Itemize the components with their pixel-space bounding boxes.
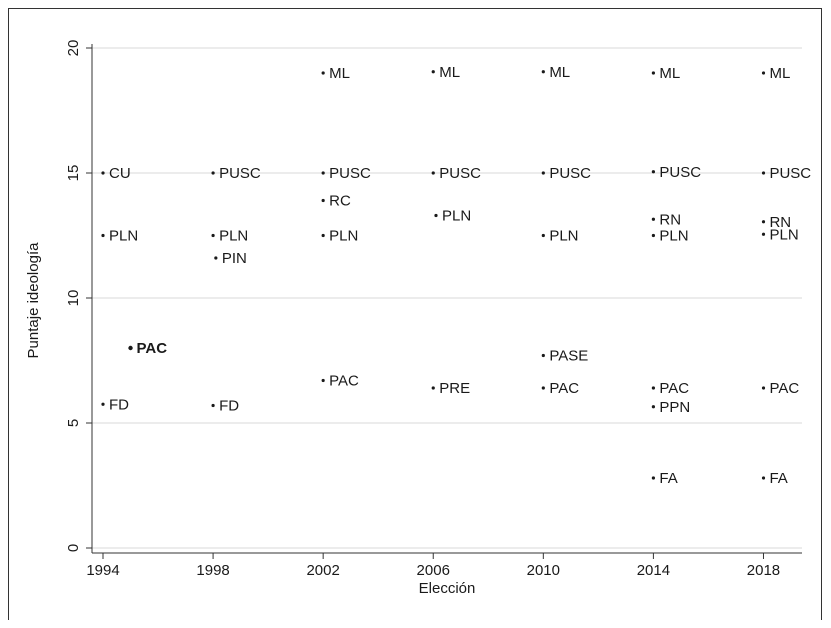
point-label-pln: PLN (329, 228, 358, 245)
point-label-pin: PIN (222, 250, 247, 267)
data-point-pac (651, 386, 655, 390)
data-point-fd (101, 402, 105, 406)
point-label-ml: ML (659, 65, 680, 82)
data-point-fd (211, 403, 215, 408)
y-tick-label: 5 (65, 419, 82, 427)
data-point-pln (101, 233, 105, 238)
data-point-pusc (541, 171, 545, 175)
data-point-pln (321, 233, 325, 238)
data-point-ml (761, 71, 766, 75)
data-point-pln (651, 233, 655, 238)
y-tick-label: 10 (65, 290, 82, 307)
point-label-ml: ML (549, 64, 570, 81)
data-point-rn (761, 220, 766, 224)
point-label-pac: PAC (769, 380, 799, 397)
data-point-ml (321, 71, 325, 75)
data-point-pusc (761, 171, 766, 175)
x-tick-label: 2006 (417, 562, 450, 579)
point-label-pln: PLN (549, 228, 578, 245)
point-label-pase: PASE (549, 348, 588, 365)
data-point-ml (541, 70, 545, 74)
point-label-pln: PLN (442, 208, 471, 225)
point-label-pln: PLN (109, 228, 138, 245)
point-label-pac: PAC (329, 373, 359, 390)
x-tick-label: 2002 (306, 562, 339, 579)
point-label-rn: RN (659, 211, 681, 228)
point-label-fd: FD (219, 398, 239, 415)
data-point-pusc (651, 170, 655, 174)
data-point-pln (761, 232, 766, 236)
data-point-ppn (651, 405, 655, 409)
data-point-rc (321, 198, 325, 203)
data-point-pln (541, 233, 545, 238)
data-point-pac (761, 386, 766, 390)
data-point-pln (434, 213, 438, 218)
point-label-fd: FD (109, 396, 129, 413)
point-label-pusc: PUSC (219, 165, 261, 182)
data-point-ml (431, 70, 435, 74)
x-axis-title: Elección (419, 580, 476, 597)
point-label-cu: CU (109, 165, 131, 182)
chart-frame: 0 5 10 15 20 1994 1998 2002 2006 2010 2014 2018 CU P… (8, 8, 822, 620)
data-point-pac (128, 345, 133, 351)
point-label-fa: FA (769, 470, 787, 487)
x-tick-label: 2014 (637, 562, 670, 579)
grid-layer (92, 47, 802, 549)
point-label-ml: ML (439, 64, 460, 81)
point-label-rn: RN (769, 214, 791, 231)
data-point-rn (651, 217, 655, 221)
data-point-pac (541, 386, 545, 390)
y-tick-label: 20 (65, 40, 82, 57)
y-tick-label: 0 (65, 544, 82, 552)
point-label-pre: PRE (439, 380, 470, 397)
x-tick-label: 1998 (196, 562, 229, 579)
point-label-ml: ML (329, 65, 350, 82)
data-point-fa (651, 476, 655, 480)
data-point-pusc (431, 171, 435, 175)
point-label-pusc: PUSC (439, 165, 481, 182)
point-label-pln: PLN (659, 228, 688, 245)
point-label-ml: ML (769, 65, 790, 82)
point-label-pln: PLN (219, 228, 248, 245)
x-tick-label: 2018 (747, 562, 780, 579)
point-label-ppn: PPN (659, 399, 690, 416)
point-label-pac: PAC (659, 380, 689, 397)
x-tick-label: 2010 (527, 562, 560, 579)
data-point-pusc (321, 171, 325, 175)
data-point-pin (214, 256, 218, 260)
point-label-pusc: PUSC (659, 164, 701, 181)
points-layer: CU PLN PAC FD PUSC PLN PIN FD ML PUSC RC PLN PAC ML PU… (101, 64, 811, 487)
point-label-pusc: PUSC (769, 165, 811, 182)
data-point-ml (651, 71, 655, 75)
point-label-pusc: PUSC (549, 165, 591, 182)
data-point-pac (321, 378, 325, 383)
data-point-pre (431, 386, 435, 390)
y-tick-label: 15 (65, 165, 82, 182)
point-label-pln: PLN (769, 226, 798, 243)
data-point-fa (761, 476, 766, 480)
data-point-pln (211, 233, 215, 238)
scatter-chart: 0 5 10 15 20 1994 1998 2002 2006 2010 2014 2018 CU P… (8, 8, 822, 620)
data-point-pusc (211, 171, 215, 175)
point-label-rc: RC (329, 193, 351, 210)
point-label-pac: PAC (549, 380, 579, 397)
point-label-fa: FA (659, 470, 677, 487)
point-label-pusc: PUSC (329, 165, 371, 182)
data-point-pase (541, 353, 545, 358)
point-label-pac: PAC (137, 340, 168, 357)
axis-layer: 0 5 10 15 20 1994 1998 2002 2006 2010 2014 2018 (65, 40, 802, 579)
data-point-cu (101, 171, 105, 175)
y-axis-title: Puntaje ideología (25, 242, 42, 359)
x-tick-label: 1994 (86, 562, 119, 579)
